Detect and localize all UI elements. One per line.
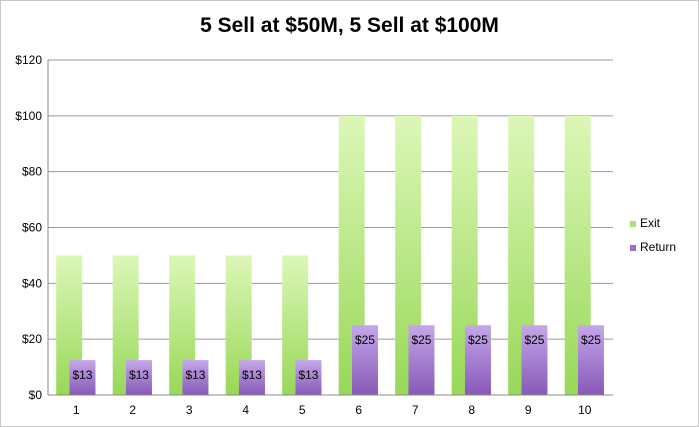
x-tick-label: 10 [578,403,592,417]
x-tick-label: 1 [73,403,80,417]
bar-return [238,360,265,395]
x-tick-label: 5 [299,403,306,417]
y-tick-label: $40 [22,276,42,290]
y-tick-label: $120 [15,53,42,67]
bar-return [125,360,152,395]
data-label-return: $25 [468,333,488,347]
bar-return [69,360,96,395]
bar-return [295,360,322,395]
x-tick-label: 6 [355,403,362,417]
data-label-return: $25 [524,333,544,347]
y-tick-label: $20 [22,332,42,346]
legend-swatch-exit [630,220,636,227]
x-tick-label: 7 [412,403,419,417]
y-tick-label: $80 [22,165,42,179]
bar-return [182,360,209,395]
bar-return [408,325,435,395]
x-tick-label: 9 [525,403,532,417]
data-label-return: $13 [298,368,318,382]
legend-label-exit: Exit [640,216,661,230]
legend-swatch-return [630,244,636,251]
legend-item-exit: Exit [630,216,660,230]
x-tick-label: 8 [468,403,475,417]
data-label-return: $13 [72,368,92,382]
data-label-return: $13 [185,368,205,382]
data-label-return: $25 [355,333,375,347]
data-label-return: $13 [129,368,149,382]
legend-label-return: Return [640,240,677,254]
y-tick-label: $100 [15,109,42,123]
data-label-return: $25 [581,333,601,347]
data-label-return: $25 [411,333,431,347]
x-tick-label: 2 [129,403,136,417]
x-tick-label: 4 [242,403,249,417]
data-label-return: $13 [242,368,262,382]
x-tick-label: 3 [186,403,193,417]
bar-return [577,325,604,395]
legend-item-return: Return [630,240,676,254]
y-tick-label: $60 [22,221,42,235]
bar-return [464,325,491,395]
bar-return [351,325,378,395]
bar-return [521,325,548,395]
y-tick-label: $0 [29,388,43,402]
chart-title: 5 Sell at $50M, 5 Sell at $100M [200,14,499,37]
